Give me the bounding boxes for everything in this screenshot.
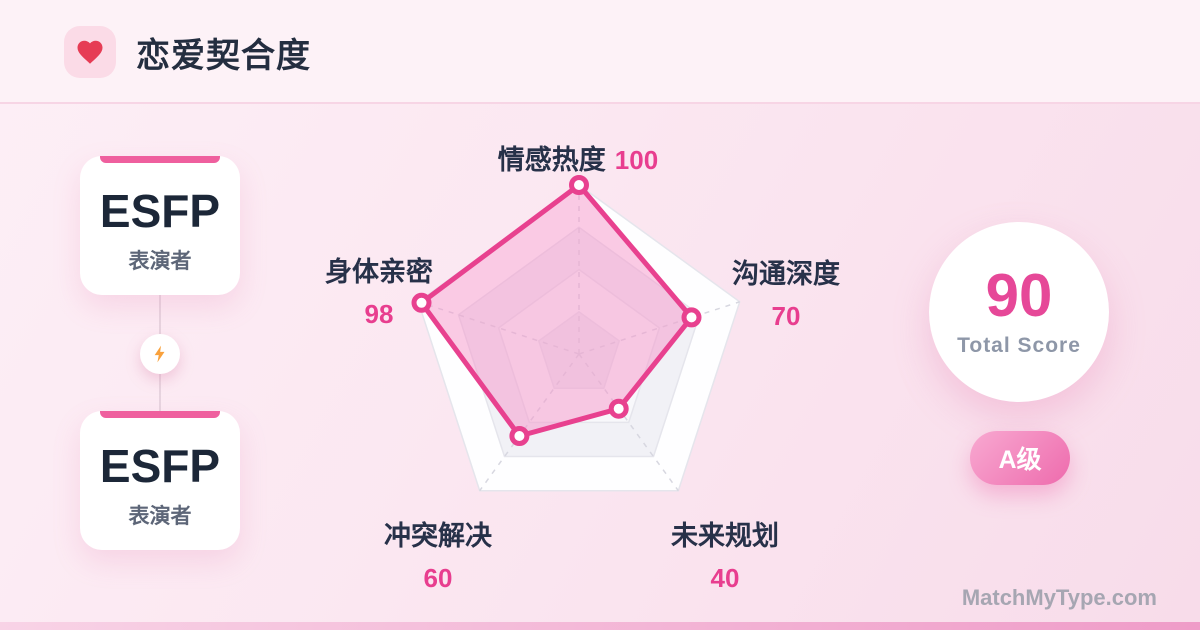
heart-icon-box xyxy=(64,26,116,78)
axis-name: 情感热度 xyxy=(497,145,606,175)
page-title: 恋爱契合度 xyxy=(136,36,311,75)
axis-name: 身体亲密 xyxy=(325,257,433,287)
total-score-circle: 90 Total Score xyxy=(929,222,1109,402)
total-score-value: 90 xyxy=(985,262,1053,329)
axis-name: 未来规划 xyxy=(671,521,779,551)
axis-name: 冲突解决 xyxy=(384,521,492,551)
axis-label-conflict-resolution: 冲突解决 60 xyxy=(384,514,492,594)
lightning-icon xyxy=(154,345,165,363)
axis-value: 60 xyxy=(423,563,453,593)
axis-value: 100 xyxy=(614,145,659,175)
total-score-label: Total Score xyxy=(957,334,1081,357)
card-accent-bar xyxy=(100,156,220,163)
vs-bolt-circle xyxy=(140,334,180,374)
axis-name: 沟通深度 xyxy=(732,259,840,289)
partner-1-nickname: 表演者 xyxy=(128,249,192,273)
bottom-accent-bar xyxy=(0,622,1200,630)
radar-chart xyxy=(411,175,741,492)
partner-1-mbti: ESFP xyxy=(99,185,221,238)
header: 恋爱契合度 xyxy=(0,0,1200,104)
axis-label-emotional-heat: 情感热度 100 xyxy=(498,138,658,177)
grade-badge: A级 xyxy=(970,431,1070,485)
axis-label-communication-depth: 沟通深度 70 xyxy=(732,252,840,332)
partner-card-1: ESFP 表演者 xyxy=(80,156,240,295)
card-accent-bar xyxy=(100,411,220,418)
axis-value: 70 xyxy=(771,301,801,331)
partner-card-2: ESFP 表演者 xyxy=(80,411,240,550)
partner-2-nickname: 表演者 xyxy=(128,504,192,528)
axis-label-physical-intimacy: 身体亲密 98 xyxy=(325,250,433,330)
partner-2-mbti: ESFP xyxy=(99,440,221,493)
axis-label-future-planning: 未来规划 40 xyxy=(671,514,779,594)
watermark: MatchMyType.com xyxy=(961,585,1157,610)
axis-value: 98 xyxy=(364,299,394,329)
axis-value: 40 xyxy=(710,563,740,593)
heart-icon xyxy=(77,40,103,64)
